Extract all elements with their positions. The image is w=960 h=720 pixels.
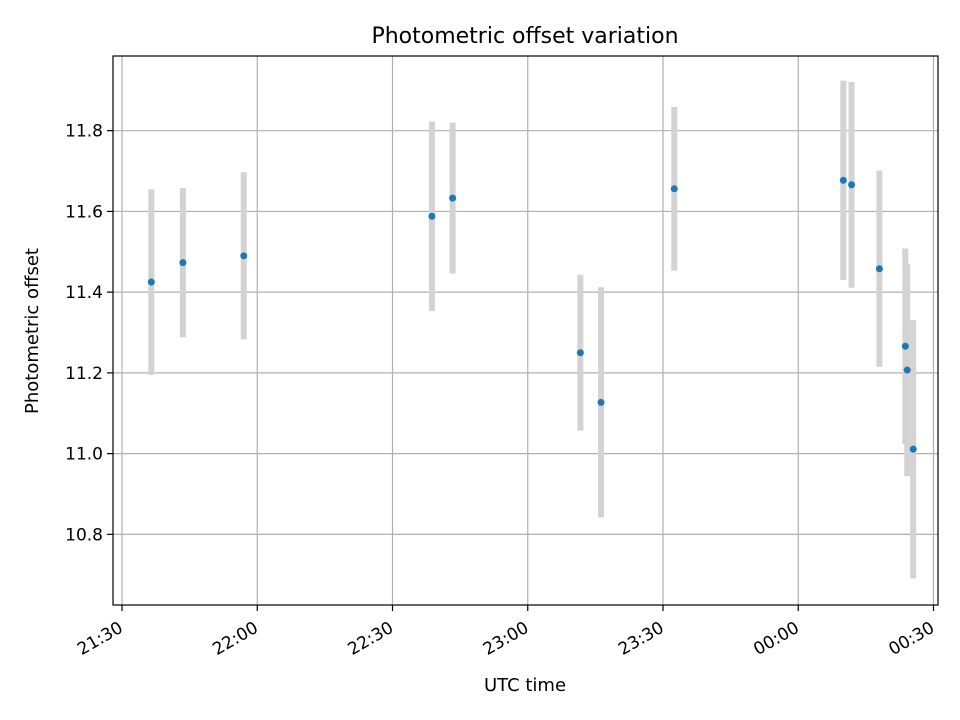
grid <box>113 56 938 605</box>
data-point <box>179 259 187 267</box>
x-tick-label: 00:30 <box>886 618 938 660</box>
x-tick-label: 23:00 <box>480 618 532 660</box>
data-point <box>848 181 856 189</box>
data-point <box>597 398 605 406</box>
y-tick-label: 10.8 <box>65 525 103 545</box>
data-point <box>428 212 436 220</box>
y-tick-label: 11.6 <box>65 202 103 222</box>
x-tick-label: 23:30 <box>615 618 667 660</box>
data-point <box>839 176 847 184</box>
data-point <box>901 342 909 350</box>
x-tick-label: 22:00 <box>209 618 261 660</box>
data-point <box>875 265 883 273</box>
plot-frame <box>112 55 939 606</box>
x-axis-ticks: 21:30 22:00 22:30 23:00 23:30 00:00 00:30 <box>74 605 938 660</box>
data-points <box>147 176 917 453</box>
data-point <box>903 366 911 374</box>
y-tick-label: 11.2 <box>65 364 103 384</box>
data-point <box>449 194 457 202</box>
y-tick-label: 11.8 <box>65 122 103 142</box>
x-tick-label: 00:00 <box>750 618 802 660</box>
data-point <box>147 278 155 286</box>
y-tick-label: 11.4 <box>65 283 103 303</box>
data-point <box>240 252 248 260</box>
x-axis-label: UTC time <box>484 675 566 696</box>
error-bars <box>148 80 917 579</box>
y-axis-ticks: 10.8 11.0 11.2 11.4 11.6 11.8 <box>65 122 113 545</box>
y-tick-label: 11.0 <box>65 445 103 465</box>
chart-title: Photometric offset variation <box>371 24 678 49</box>
data-point <box>576 349 584 357</box>
data-point <box>670 185 678 193</box>
x-tick-label: 21:30 <box>74 618 126 660</box>
x-tick-label: 22:30 <box>345 618 397 660</box>
data-point <box>909 445 917 453</box>
y-axis-label: Photometric offset <box>22 248 43 414</box>
